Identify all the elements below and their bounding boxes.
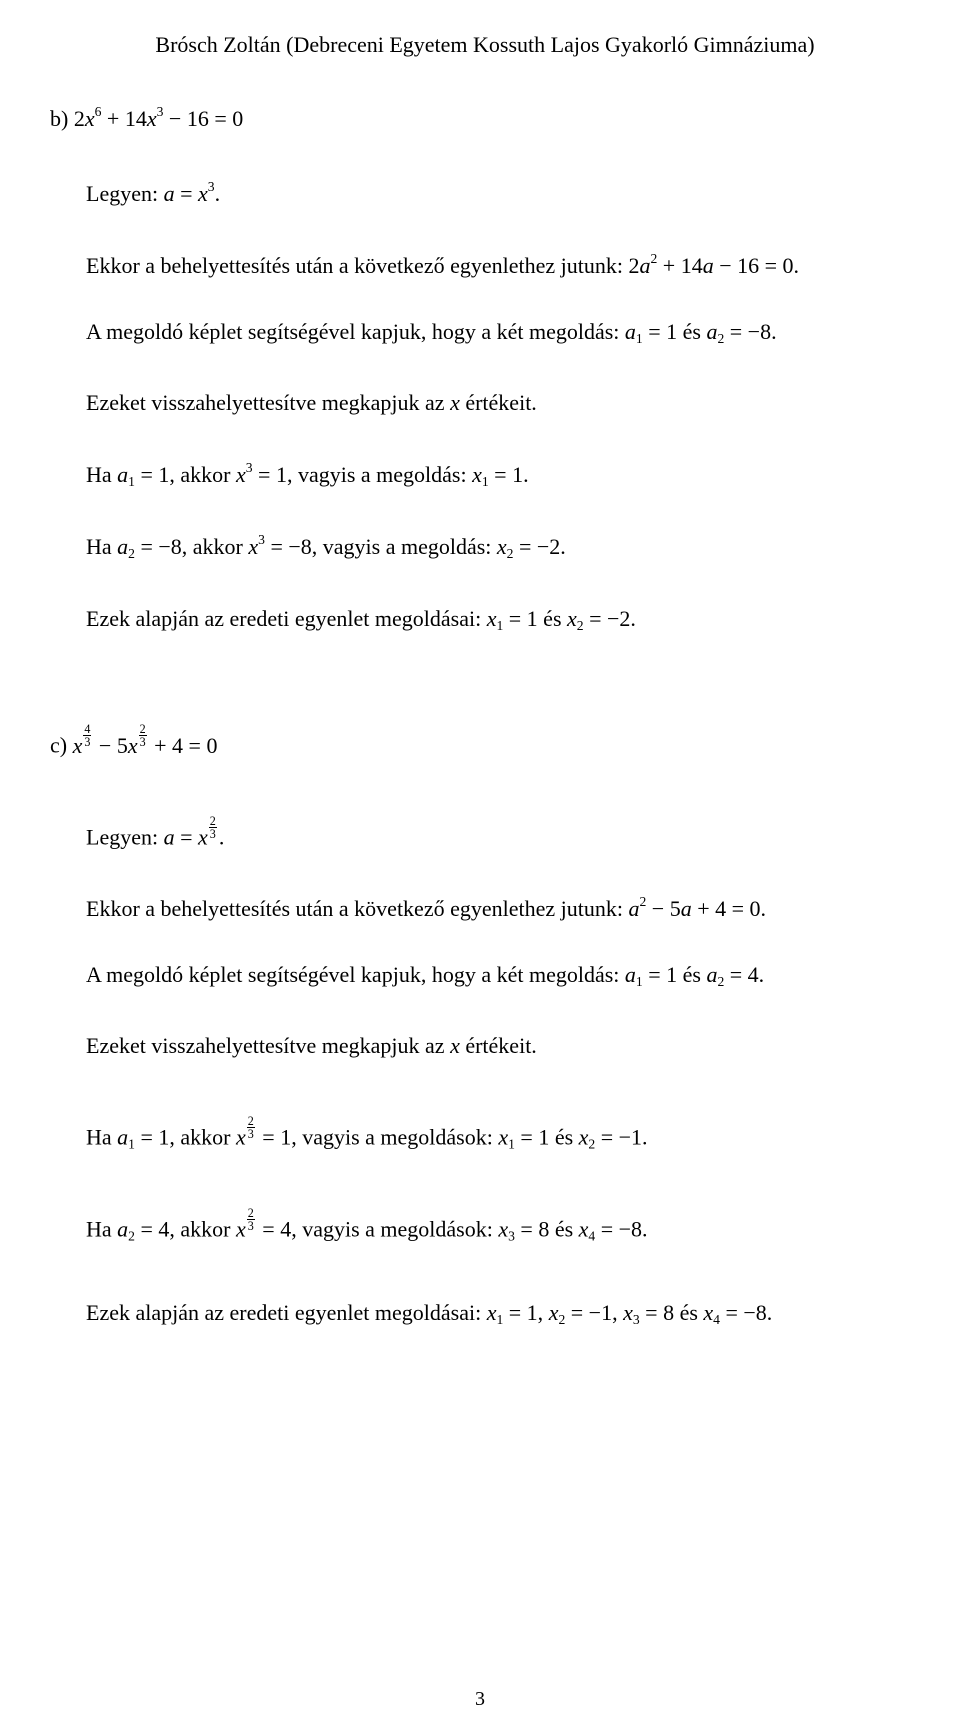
- problem-b-label: b): [50, 106, 74, 131]
- problem-b-eq: 2x6 + 14x3 − 16 = 0: [74, 106, 243, 131]
- problem-c-backsubst: Ezeket visszahelyettesítve megkapjuk az …: [86, 1031, 870, 1061]
- problem-b-case2: Ha a2 = −8, akkor x3 = −8, vagyis a mego…: [86, 532, 870, 562]
- problem-c-case1: Ha a1 = 1, akkor x23 = 1, vagyis a megol…: [86, 1115, 870, 1152]
- page: Brósch Zoltán (Debreceni Egyetem Kossuth…: [0, 0, 960, 1731]
- problem-c-subst: Ekkor a behelyettesítés után a következő…: [86, 894, 870, 924]
- problem-b-equation: b) 2x6 + 14x3 − 16 = 0: [50, 104, 870, 134]
- problem-c-let: Legyen: a = x23.: [86, 815, 870, 852]
- problem-c-quadratic: A megoldó képlet segítségével kapjuk, ho…: [86, 960, 870, 990]
- problem-b-quadratic: A megoldó képlet segítségével kapjuk, ho…: [86, 317, 870, 347]
- problem-b-backsubst: Ezeket visszahelyettesítve megkapjuk az …: [86, 388, 870, 418]
- page-header: Brósch Zoltán (Debreceni Egyetem Kossuth…: [100, 30, 870, 60]
- problem-c-equation: c) x43 − 5x23 + 4 = 0: [50, 723, 870, 760]
- problem-c-case2: Ha a2 = 4, akkor x23 = 4, vagyis a megol…: [86, 1207, 870, 1244]
- problem-b-let: Legyen: a = x3.: [86, 179, 870, 209]
- page-number: 3: [0, 1686, 960, 1713]
- problem-b-conclusion: Ezek alapján az eredeti egyenlet megoldá…: [86, 604, 870, 634]
- problem-c-label: c): [50, 733, 73, 758]
- problem-c-eq: x43 − 5x23 + 4 = 0: [73, 733, 218, 758]
- problem-b-case1: Ha a1 = 1, akkor x3 = 1, vagyis a megold…: [86, 460, 870, 490]
- problem-c-conclusion: Ezek alapján az eredeti egyenlet megoldá…: [86, 1298, 870, 1328]
- problem-b-subst: Ekkor a behelyettesítés után a következő…: [86, 251, 870, 281]
